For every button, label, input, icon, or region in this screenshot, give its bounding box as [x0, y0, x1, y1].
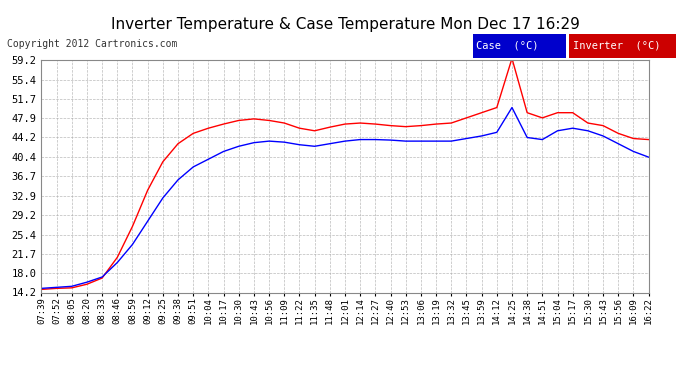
- Text: Copyright 2012 Cartronics.com: Copyright 2012 Cartronics.com: [7, 39, 177, 50]
- Text: Case  (°C): Case (°C): [476, 41, 539, 51]
- Text: Inverter Temperature & Case Temperature Mon Dec 17 16:29: Inverter Temperature & Case Temperature …: [110, 17, 580, 32]
- Text: Inverter  (°C): Inverter (°C): [573, 41, 660, 51]
